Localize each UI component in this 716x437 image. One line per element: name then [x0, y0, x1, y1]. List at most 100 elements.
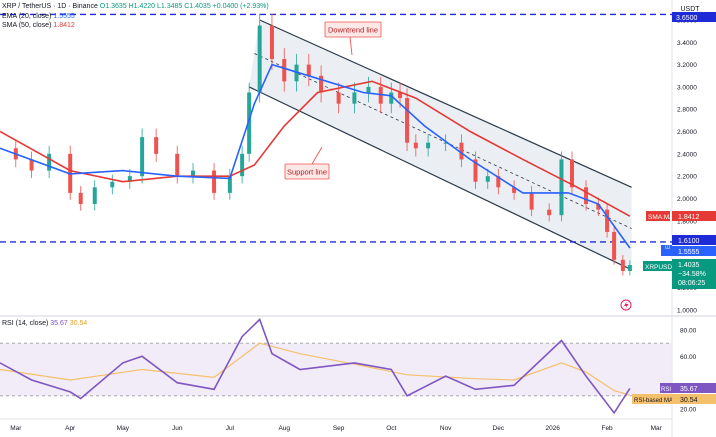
top-level-tag — [672, 12, 716, 22]
candle — [352, 82, 357, 114]
candle — [596, 197, 601, 216]
month-label: Nov — [440, 425, 452, 432]
rsi-band — [0, 343, 672, 396]
ema-legend-label: EMA (20, close) — [2, 13, 52, 20]
price-tick-label: 3.0000 — [677, 84, 697, 91]
rsi-legend-value: 35.67 — [50, 320, 68, 327]
candle — [110, 174, 115, 195]
price-tick-label: 3.2000 — [677, 62, 697, 69]
ema-20-line[interactable] — [0, 63, 631, 249]
candle — [627, 260, 632, 276]
candle — [366, 76, 371, 103]
candle — [584, 180, 589, 211]
rsi-ma-legend-value: 30.54 — [69, 320, 88, 327]
candle — [547, 203, 552, 222]
rsi-tag-label: RSI — [661, 387, 671, 393]
sma-legend[interactable]: SMA (50, close) 1.8412 — [2, 22, 75, 29]
currency-label: USDT — [680, 6, 700, 13]
candle — [559, 151, 564, 222]
candle — [512, 180, 517, 200]
rsi-ma-value: 30.54 — [680, 397, 698, 404]
candle — [127, 168, 132, 189]
candle — [496, 168, 501, 195]
price-tick-label: 2.0000 — [677, 196, 697, 203]
price-tick-label: 2.6000 — [677, 129, 697, 136]
time-axis[interactable]: Mar Apr May Jun Jul Aug Sep Oct Nov Dec 2026 Feb Mar — [10, 425, 662, 432]
bar-countdown: 08:06:25 — [678, 280, 705, 287]
rsi-tick-label: 20.00 — [680, 407, 697, 414]
sma-50-line[interactable] — [0, 80, 631, 217]
support-callout-box — [284, 163, 330, 180]
candle — [485, 168, 490, 189]
rsi-legend-label: RSI (14, close) — [2, 320, 49, 327]
month-label: Mar — [10, 425, 22, 432]
candle — [257, 13, 262, 103]
sma-tag — [646, 211, 670, 221]
downtrend-callout-box — [324, 21, 382, 38]
level-value: 1.6100 — [678, 238, 700, 245]
candle — [240, 145, 245, 184]
rsi-ma-tag — [632, 394, 672, 404]
rsi-value-tag — [672, 383, 716, 393]
candle — [605, 203, 610, 238]
candle — [405, 88, 410, 152]
price-tick-label: 2.8000 — [677, 107, 697, 114]
rsi-ma-value-tag — [672, 394, 716, 404]
candle — [569, 151, 574, 195]
sma-tag-label: SMA:MA — [648, 214, 674, 221]
rsi-legend[interactable]: RSI (14, close) 35.67 30.54 — [2, 320, 87, 327]
candle — [140, 128, 145, 184]
rsi-ma-tag-label: RSI-based MA — [634, 398, 673, 404]
month-label: Oct — [386, 425, 396, 432]
downtrend-channel-lower-line[interactable] — [248, 86, 632, 271]
candle — [227, 168, 232, 200]
candle — [529, 186, 534, 216]
month-label: Sep — [333, 425, 345, 432]
ema-legend[interactable]: EMA (20, close) 1.5555 — [2, 13, 75, 20]
candle — [47, 145, 52, 179]
candle — [306, 53, 311, 87]
ema-value-tag — [672, 246, 716, 256]
rsi-tick-label: 60.00 — [680, 354, 697, 361]
symbol-tag — [643, 261, 672, 271]
candle — [319, 65, 324, 103]
candle — [191, 163, 196, 184]
downtrend-channel-upper-line[interactable] — [259, 19, 632, 188]
support-line-annotation[interactable]: Support line — [284, 146, 330, 180]
price-tick-label: 2.2000 — [677, 174, 697, 181]
price-tick-label: 3.4000 — [677, 40, 697, 47]
right-price-tags: 3.6500 SMA:MA 1.8412 1.6100 EMA 1.5555 X… — [632, 12, 716, 404]
month-label: Jul — [226, 425, 235, 432]
last-price-change: −34.58% — [678, 271, 706, 278]
month-label: Jun — [172, 425, 183, 432]
candle — [473, 151, 478, 189]
candle — [413, 134, 418, 157]
price-tick-label: 1.0000 — [677, 308, 697, 315]
downtrend-line-annotation[interactable]: Downtrend line — [324, 21, 382, 56]
price-tick-label: 1.8000 — [677, 218, 697, 225]
month-label: Aug — [278, 425, 290, 432]
support-callout-pointer — [311, 146, 323, 165]
downtrend-callout-text: Downtrend line — [328, 26, 378, 35]
month-label: May — [117, 425, 130, 432]
channel-fill — [249, 20, 632, 270]
lightning-icon[interactable] — [620, 299, 632, 311]
sma-legend-value: 1.8412 — [53, 22, 75, 29]
rsi-value: 35.67 — [680, 386, 698, 393]
candle — [612, 226, 617, 265]
price-tick-label: 2.4000 — [677, 151, 697, 158]
candle — [282, 48, 287, 92]
ema-tag-label: EMA — [666, 236, 672, 249]
chart-header[interactable]: XRP / TetherUS · 1D · Binance O1.3635 H1… — [2, 3, 269, 10]
candle — [154, 128, 159, 162]
symbol-tag-label: XRPUSDT — [645, 264, 676, 271]
sma-value: 1.8412 — [678, 214, 700, 221]
month-label: Mar — [651, 425, 663, 432]
rsi-tick-label: 80.00 — [680, 328, 697, 335]
rsi-line[interactable] — [0, 318, 631, 415]
month-label: 2026 — [545, 425, 560, 432]
candle — [443, 134, 448, 152]
candle — [426, 134, 431, 157]
ema-tag — [661, 245, 672, 256]
